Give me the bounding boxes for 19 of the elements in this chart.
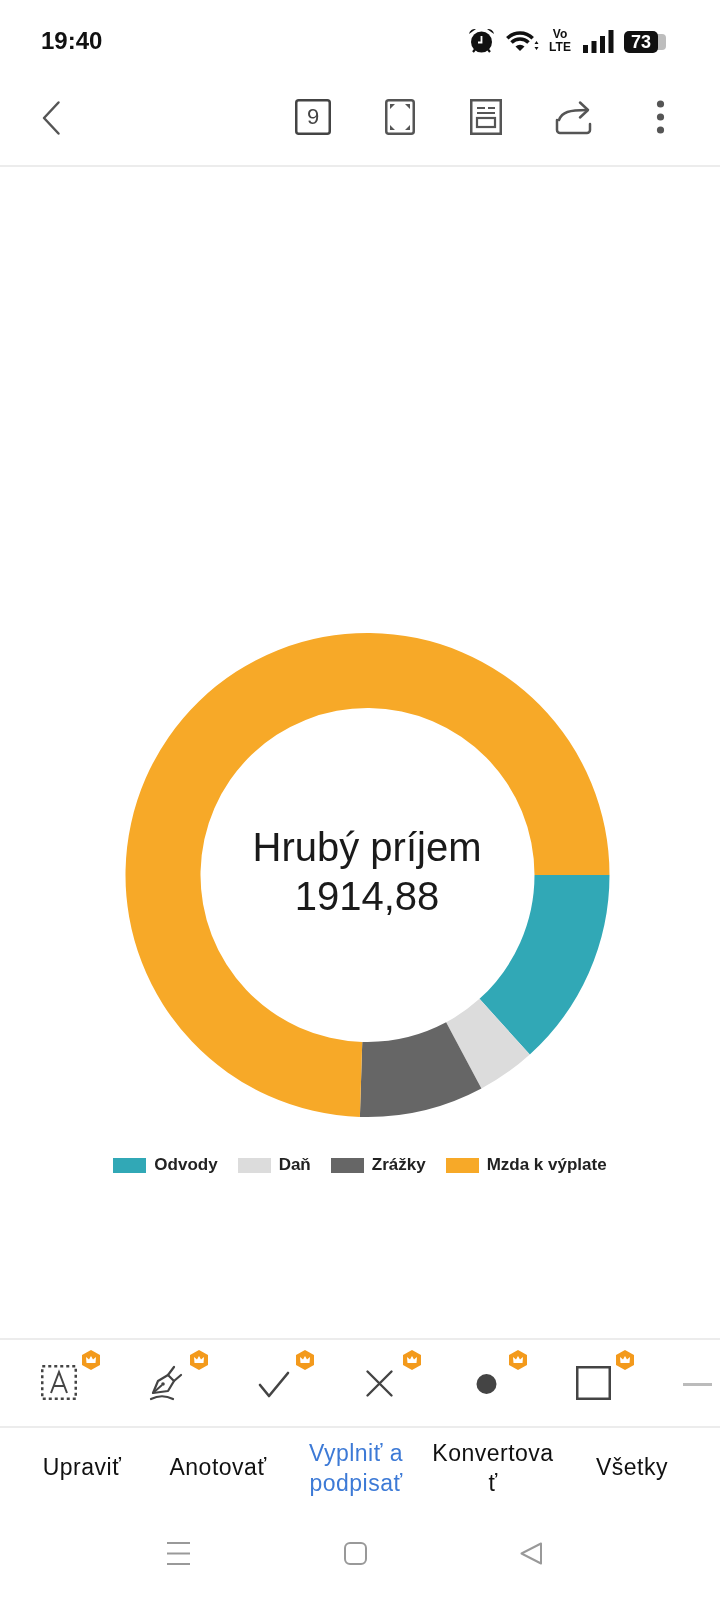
legend-label: Zrážky <box>371 1155 426 1175</box>
text: Hrubý príjem <box>251 824 483 870</box>
donut-slice <box>125 633 610 1117</box>
text: Upraviť <box>41 1454 123 1480</box>
text: Všetky <box>595 1454 669 1480</box>
legend-label: Mzda k výplate <box>486 1155 607 1175</box>
text: 19:40 <box>41 27 104 54</box>
text: 1914,88 <box>293 873 441 919</box>
text: Vo LTE <box>548 27 572 54</box>
text: Anotovať <box>168 1454 268 1480</box>
donut-slice <box>479 875 610 1055</box>
text: 9 <box>305 104 321 129</box>
text: Vyplniť a podpisať <box>307 1439 405 1498</box>
text: 73 <box>624 32 658 52</box>
donut-slice <box>359 1022 482 1117</box>
legend-label: Daň <box>278 1155 311 1175</box>
donut-slice <box>446 998 530 1089</box>
legend-label: Odvody <box>154 1155 218 1175</box>
text: Konvertovať <box>431 1439 555 1498</box>
